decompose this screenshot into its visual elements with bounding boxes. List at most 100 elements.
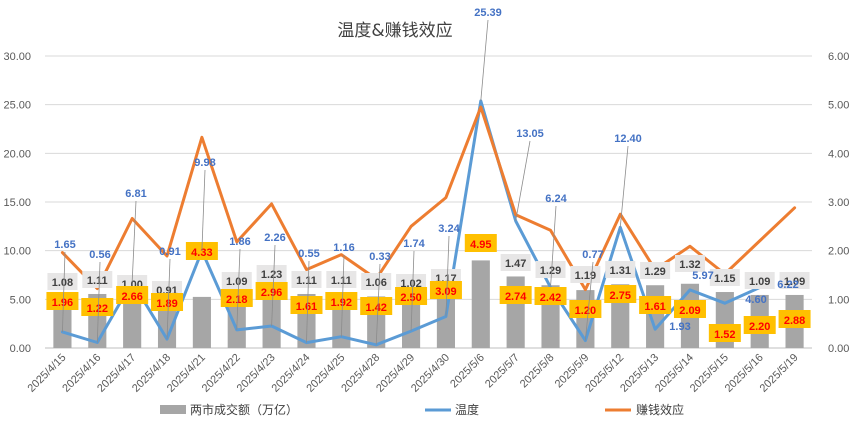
leader-line bbox=[550, 205, 557, 288]
effect-label-box bbox=[46, 292, 79, 310]
effect-label-box bbox=[360, 297, 393, 315]
temperature-value-label: 1.65 bbox=[54, 239, 75, 251]
temperature-value-label: 6.24 bbox=[545, 193, 567, 205]
bar-label-box bbox=[709, 269, 740, 286]
temperature-value-label: 0.56 bbox=[89, 249, 110, 261]
effect-value-label: 2.50 bbox=[400, 292, 421, 304]
effect-label-box bbox=[499, 286, 532, 304]
effect-value-label: 2.20 bbox=[749, 321, 770, 333]
effect-label-box bbox=[395, 287, 428, 305]
effect-value-label: 1.20 bbox=[575, 305, 596, 317]
series-line bbox=[60, 105, 797, 292]
data-labels: 1.08 1.11 1.00 0.911.091.23 1.11 1.11 1.06 1.02… bbox=[46, 7, 811, 345]
legend: 两市成交额（万亿） 温度 赚钱效应 bbox=[160, 402, 684, 417]
temperature-value-label: 0.55 bbox=[298, 248, 319, 260]
leader-line bbox=[271, 244, 276, 327]
bar-value-label: 1.15 bbox=[714, 273, 735, 285]
temperature-value-label: 12.40 bbox=[614, 133, 642, 145]
bar-label-box bbox=[221, 272, 252, 289]
effect-value-label: 2.66 bbox=[121, 291, 142, 303]
bar-label-box bbox=[82, 271, 113, 288]
temperature-value-label: 0.33 bbox=[369, 251, 390, 263]
bar-label-box bbox=[674, 255, 705, 272]
legend-label-turnover: 两市成交额（万亿） bbox=[190, 402, 298, 417]
leader-line bbox=[445, 235, 450, 317]
effect-label-box bbox=[185, 242, 218, 260]
y-right-tick-label: 5.00 bbox=[828, 100, 849, 112]
leader-line bbox=[410, 250, 415, 332]
bar-label-box bbox=[570, 266, 601, 283]
effect-value-label: 4.33 bbox=[191, 247, 212, 259]
bar-value-label: 1.29 bbox=[540, 265, 561, 277]
chart-title: 温度&赚钱效应 bbox=[337, 21, 452, 41]
x-tick-label: 2025/5/8 bbox=[518, 352, 557, 391]
effect-value-label: 2.75 bbox=[610, 290, 631, 302]
effect-value-label: 1.42 bbox=[365, 302, 386, 314]
effect-label-box bbox=[429, 281, 462, 299]
effect-value-label: 3.09 bbox=[435, 286, 456, 298]
effect-value-label: 2.09 bbox=[679, 305, 700, 317]
effect-label-box bbox=[708, 324, 741, 342]
bar-value-label: 1.23 bbox=[261, 269, 282, 281]
y-right-tick-label: 0.00 bbox=[828, 343, 849, 355]
leader-line bbox=[306, 260, 310, 343]
bar-label-box bbox=[326, 271, 357, 288]
bar-value-label: 1.08 bbox=[52, 277, 73, 289]
y-right-tick-label: 6.00 bbox=[828, 51, 849, 63]
bar-label-box bbox=[361, 273, 392, 290]
leader-line bbox=[480, 19, 489, 101]
temperature-value-label: 1.16 bbox=[333, 242, 354, 254]
effect-label-box bbox=[639, 296, 672, 314]
y-right-tick-label: 2.00 bbox=[828, 246, 849, 258]
y-left-tick-label: 25.00 bbox=[3, 100, 31, 112]
leader-line bbox=[584, 261, 594, 341]
effect-value-label: 1.96 bbox=[52, 297, 73, 309]
y-left-tick-label: 15.00 bbox=[3, 197, 31, 209]
effect-label-box bbox=[778, 310, 811, 328]
y-left-tick-label: 30.00 bbox=[3, 51, 31, 63]
leader-line bbox=[131, 200, 137, 282]
bar-value-label: 1.11 bbox=[331, 275, 352, 287]
x-tick-label: 2025/5/7 bbox=[483, 352, 522, 391]
effect-value-label: 2.42 bbox=[540, 292, 561, 304]
effect-value-label: 4.95 bbox=[470, 239, 491, 251]
bar-label-box bbox=[640, 262, 671, 279]
bar-label-box bbox=[744, 272, 775, 289]
x-tick-label: 2025/5/6 bbox=[448, 352, 487, 391]
temperature-value-label: 1.86 bbox=[229, 236, 250, 248]
effect-label-box bbox=[220, 289, 253, 307]
effect-value-label: 1.61 bbox=[644, 301, 665, 313]
bar-label-box bbox=[291, 271, 322, 288]
effect-value-label: 2.96 bbox=[261, 287, 282, 299]
temperature-value-label: 2.26 bbox=[264, 232, 285, 244]
effect-label-box bbox=[81, 298, 114, 316]
effect-value-label: 2.18 bbox=[226, 294, 247, 306]
effect-label-box bbox=[116, 286, 149, 304]
temperature-value-label: 25.39 bbox=[474, 7, 502, 19]
temperature-value-label: 0.77 bbox=[582, 249, 603, 261]
temperature-value-label: 6.81 bbox=[125, 188, 146, 200]
y-right-tick-label: 1.00 bbox=[828, 294, 849, 306]
temperature-value-label: 1.93 bbox=[669, 321, 690, 333]
effect-value-label: 1.52 bbox=[714, 329, 735, 341]
bar-value-label: 1.31 bbox=[610, 265, 631, 277]
temperature-value-label: 0.91 bbox=[159, 246, 180, 258]
effect-value-label: 1.61 bbox=[296, 301, 317, 313]
y-left-tick-label: 10.00 bbox=[3, 246, 31, 258]
effect-label-box bbox=[325, 292, 358, 310]
bar bbox=[646, 285, 665, 348]
bar-label-box bbox=[500, 254, 531, 271]
bar-value-label: 1.06 bbox=[365, 277, 386, 289]
bar-label-box bbox=[779, 272, 810, 289]
bar-value-label: 1.32 bbox=[679, 259, 700, 271]
bar bbox=[471, 260, 490, 348]
effect-label-box bbox=[569, 300, 602, 318]
effect-label-box bbox=[255, 282, 288, 300]
bar-label-box bbox=[256, 265, 287, 282]
bar bbox=[157, 303, 177, 348]
temperature-value-label: 13.05 bbox=[516, 128, 544, 140]
bar-value-label: 1.11 bbox=[296, 275, 317, 287]
effect-value-label: 1.89 bbox=[156, 298, 177, 310]
